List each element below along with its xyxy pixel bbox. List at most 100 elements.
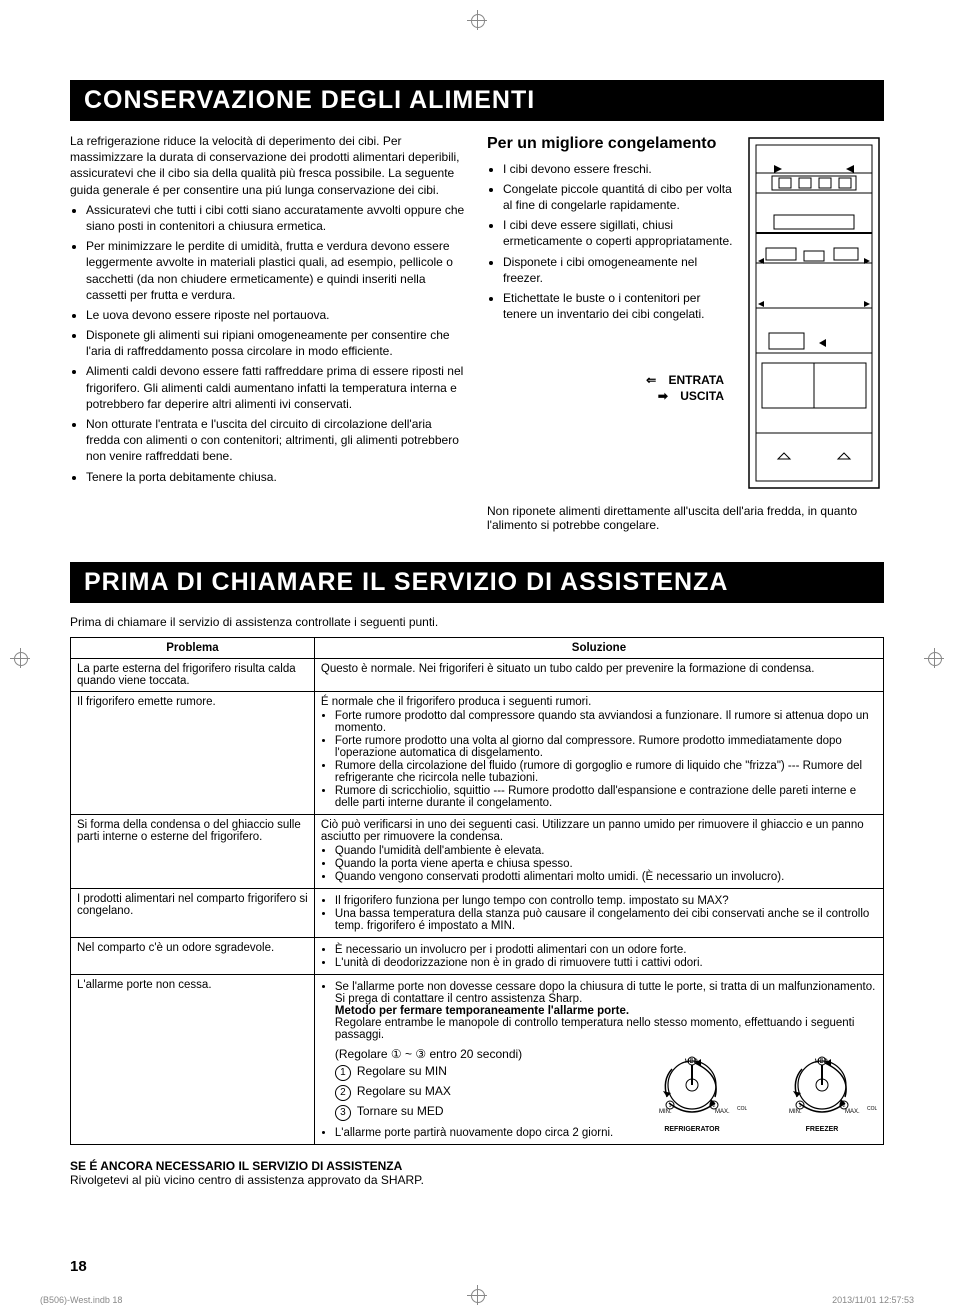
- section1-note: Non riponete alimenti direttamente all'u…: [487, 504, 884, 532]
- solution-bullet: Una bassa temperatura della stanza può c…: [335, 908, 877, 932]
- legend-in-label: ENTRATA: [668, 373, 724, 387]
- section1-body: La refrigerazione riduce la velocità di …: [70, 133, 884, 532]
- step-number-3: 3: [335, 1105, 351, 1121]
- section1-title: CONSERVAZIONE DEGLI ALIMENTI: [70, 80, 884, 121]
- solution-bullet: Quando l'umidità dell'ambiente è elevata…: [335, 845, 877, 857]
- dials-diagram: MED. MIN. MAX. 1 2 3 COLDE: [637, 1055, 877, 1135]
- solution-bullet: Forte rumore prodotto dal compressore qu…: [335, 710, 877, 734]
- step-number-1: 1: [335, 1065, 351, 1081]
- service-text: Rivolgetevi al più vicino centro di assi…: [70, 1173, 884, 1187]
- section1-bullets: Assicuratevi che tutti i cibi cotti sian…: [70, 202, 467, 485]
- manual-page: CONSERVAZIONE DEGLI ALIMENTI La refriger…: [0, 0, 954, 1315]
- step-1-label: Regolare su MIN: [357, 1064, 447, 1078]
- table-row: Il frigorifero emette rumore. É normale …: [71, 692, 884, 815]
- step-number-2: 2: [335, 1085, 351, 1101]
- section1-intro: La refrigerazione riduce la velocità di …: [70, 133, 467, 198]
- solution-cell: È necessario un involucro per i prodotti…: [314, 938, 883, 975]
- svg-text:3: 3: [691, 1059, 694, 1065]
- bullet-item: Le uova devono essere riposte nel portau…: [86, 307, 467, 323]
- arrow-in-icon: ⇐: [637, 372, 665, 388]
- solution-bullet: Quando vengono conservati prodotti alime…: [335, 871, 877, 883]
- footer-filename: (B506)-West.indb 18: [40, 1295, 122, 1305]
- solution-cell: Il frigorifero funziona per lungo tempo …: [314, 889, 883, 938]
- freezer-dial-icon: MED. MIN. MAX. 1 2 3 COLDE: [767, 1055, 877, 1135]
- solution-bullet: Quando la porta viene aperta e chiusa sp…: [335, 858, 877, 870]
- table-header-row: Problema Soluzione: [71, 638, 884, 659]
- service-note: SE É ANCORA NECESSARIO IL SERVIZIO DI AS…: [70, 1159, 884, 1187]
- th-problem: Problema: [71, 638, 315, 659]
- step-3-label: Tornare su MED: [357, 1104, 444, 1118]
- svg-text:MIN.: MIN.: [659, 1109, 672, 1115]
- bullet-item: Etichettate le buste o i contenitori per…: [503, 290, 734, 322]
- problem-cell: I prodotti alimentari nel comparto frigo…: [71, 889, 315, 938]
- svg-text:MAX.: MAX.: [845, 1109, 860, 1115]
- alarm-method-text: Regolare entrambe le manopole di control…: [335, 1017, 855, 1041]
- step-2-label: Regolare su MAX: [357, 1084, 451, 1098]
- page-number: 18: [70, 1258, 87, 1275]
- fridge-diagram: [744, 133, 884, 498]
- section1-left-column: La refrigerazione riduce la velocità di …: [70, 133, 467, 532]
- crop-mark-left: [10, 648, 30, 668]
- crop-mark-top: [467, 10, 487, 30]
- th-solution: Soluzione: [314, 638, 883, 659]
- table-row: Nel comparto c'è un odore sgradevole. È …: [71, 938, 884, 975]
- solution-intro: Ciò può verificarsi in uno dei seguenti …: [321, 819, 864, 843]
- solution-bullet: Rumore di scricchiolio, squittio --- Rum…: [335, 785, 877, 809]
- solution-cell: Se l'allarme porte non dovesse cessare d…: [314, 975, 883, 1145]
- solution-cell: Ciò può verificarsi in uno dei seguenti …: [314, 815, 883, 889]
- airflow-legend: ⇐ ENTRATA ➡ USCITA: [487, 372, 724, 404]
- solution-bullet: Rumore della circolazione del fluido (ru…: [335, 760, 877, 784]
- bullet-item: Non otturate l'entrata e l'uscita del ci…: [86, 416, 467, 465]
- bullet-item: I cibi deve essere sigillati, chiusi erm…: [503, 217, 734, 249]
- svg-text:COLDEST: COLDEST: [737, 1106, 747, 1112]
- alarm-method-bold: Metodo per fermare temporaneamente l'all…: [335, 1005, 629, 1017]
- legend-out-label: USCITA: [680, 389, 724, 403]
- svg-text:MAX.: MAX.: [715, 1109, 730, 1115]
- service-head: SE É ANCORA NECESSARIO IL SERVIZIO DI AS…: [70, 1159, 884, 1173]
- footer-timestamp: 2013/11/01 12:57:53: [832, 1295, 914, 1305]
- problem-cell: L'allarme porte non cessa.: [71, 975, 315, 1145]
- fridge-svg: [744, 133, 884, 493]
- solution-bullet: È necessario un involucro per i prodotti…: [335, 944, 877, 956]
- problem-cell: Si forma della condensa o del ghiaccio s…: [71, 815, 315, 889]
- arrow-out-icon: ➡: [649, 388, 677, 404]
- bullet-item: Per minimizzare le perdite di umidità, f…: [86, 238, 467, 303]
- bullet-item: Assicuratevi che tutti i cibi cotti sian…: [86, 202, 467, 234]
- bullet-item: Alimenti caldi devono essere fatti raffr…: [86, 363, 467, 412]
- section2: PRIMA DI CHIAMARE IL SERVIZIO DI ASSISTE…: [70, 562, 884, 1187]
- svg-text:3: 3: [821, 1059, 824, 1065]
- section1-right-column: Per un migliore congelamento I cibi devo…: [487, 133, 884, 532]
- section2-pretext: Prima di chiamare il servizio di assiste…: [70, 615, 884, 629]
- refrigerator-dial-icon: MED. MIN. MAX. 1 2 3 COLDE: [637, 1055, 747, 1135]
- bullet-item: Tenere la porta debitamente chiusa.: [86, 469, 467, 485]
- crop-mark-right: [924, 648, 944, 668]
- table-row: Si forma della condensa o del ghiaccio s…: [71, 815, 884, 889]
- problem-cell: Nel comparto c'è un odore sgradevole.: [71, 938, 315, 975]
- solution-bullet: Se l'allarme porte non dovesse cessare d…: [335, 981, 877, 1041]
- table-row: L'allarme porte non cessa. Se l'allarme …: [71, 975, 884, 1145]
- bullet-item: Congelate piccole quantitá di cibo per v…: [503, 181, 734, 213]
- solution-bullet: Il frigorifero funziona per lungo tempo …: [335, 895, 877, 907]
- solution-bullet: L'unità di deodorizzazione non è in grad…: [335, 957, 877, 969]
- solution-cell: Questo è normale. Nei frigoriferi è situ…: [314, 659, 883, 692]
- footer-meta: (B506)-West.indb 18 2013/11/01 12:57:53: [40, 1295, 914, 1305]
- solution-intro: É normale che il frigorifero produca i s…: [321, 696, 591, 708]
- solution-bullet: Forte rumore prodotto una volta al giorn…: [335, 735, 877, 759]
- svg-text:MIN.: MIN.: [789, 1109, 802, 1115]
- troubleshooting-table: Problema Soluzione La parte esterna del …: [70, 637, 884, 1145]
- svg-text:REFRIGERATOR: REFRIGERATOR: [664, 1126, 719, 1133]
- svg-text:FREEZER: FREEZER: [806, 1126, 839, 1133]
- table-row: La parte esterna del frigorifero risulta…: [71, 659, 884, 692]
- svg-text:COLDEST: COLDEST: [867, 1106, 877, 1112]
- bullet-item: Disponete i cibi omogeneamente nel freez…: [503, 254, 734, 286]
- problem-cell: Il frigorifero emette rumore.: [71, 692, 315, 815]
- problem-cell: La parte esterna del frigorifero risulta…: [71, 659, 315, 692]
- section1-right-bullets: I cibi devono essere freschi. Congelate …: [487, 161, 734, 323]
- bullet-item: I cibi devono essere freschi.: [503, 161, 734, 177]
- table-row: I prodotti alimentari nel comparto frigo…: [71, 889, 884, 938]
- section2-title: PRIMA DI CHIAMARE IL SERVIZIO DI ASSISTE…: [70, 562, 884, 603]
- section1-subhead: Per un migliore congelamento: [487, 133, 734, 155]
- solution-text: Se l'allarme porte non dovesse cessare d…: [335, 981, 875, 1005]
- solution-cell: É normale che il frigorifero produca i s…: [314, 692, 883, 815]
- bullet-item: Disponete gli alimenti sui ripiani omoge…: [86, 327, 467, 359]
